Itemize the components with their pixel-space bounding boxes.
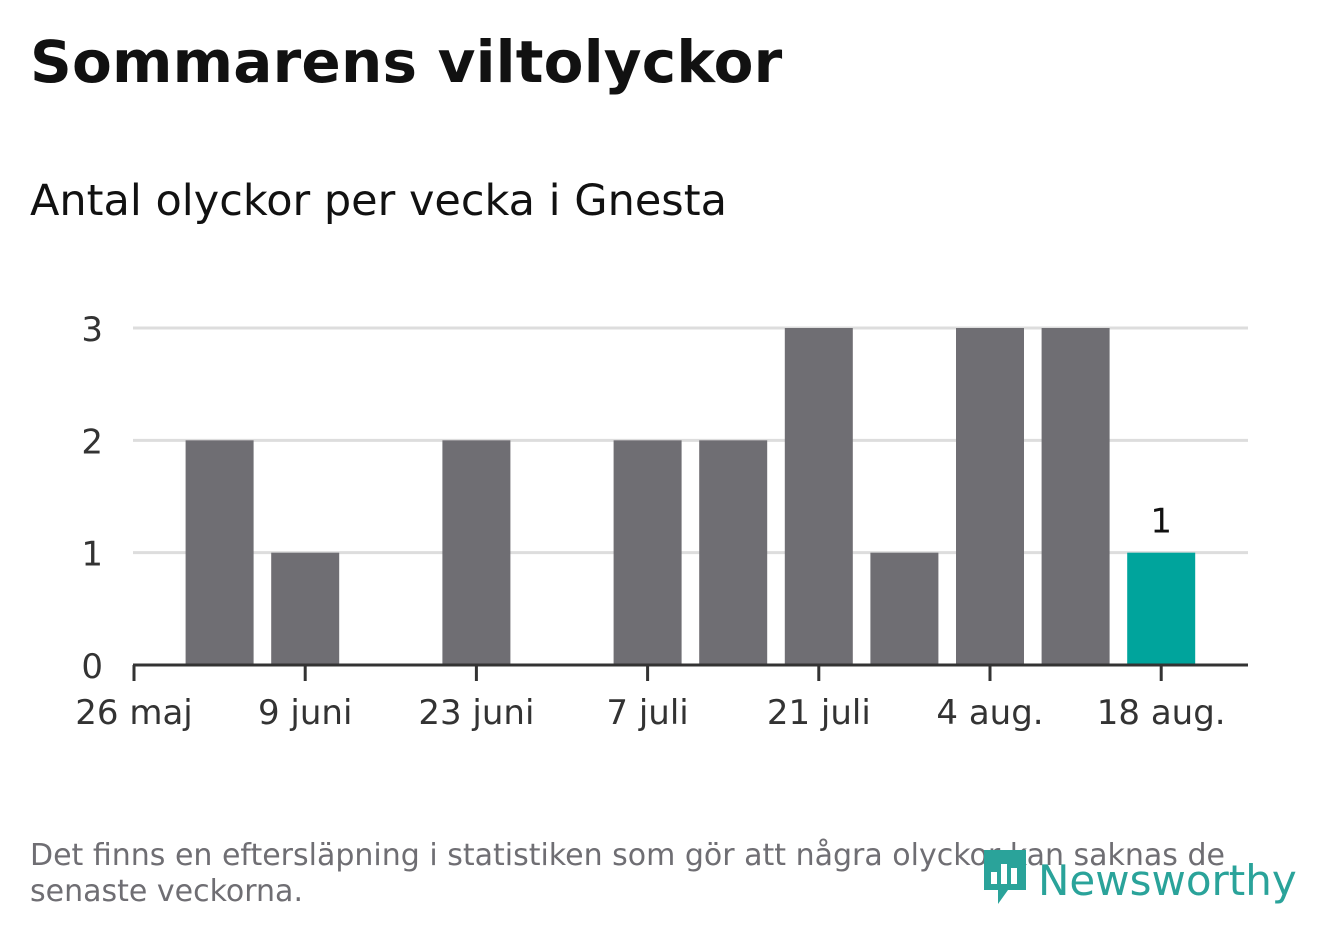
bar [271, 552, 340, 665]
y-tick-label: 1 [81, 535, 103, 575]
bar [185, 440, 254, 665]
bars [185, 328, 1196, 665]
chart-title: Sommarens viltolyckor [30, 28, 783, 96]
brand-name: Newsworthy [1038, 855, 1297, 905]
x-tick-label: 4 aug. [936, 693, 1043, 733]
y-tick-label: 3 [81, 310, 103, 350]
bar [613, 440, 682, 665]
y-tick-label: 2 [81, 422, 103, 462]
data-label: 1 [1150, 502, 1172, 542]
x-tick-label: 21 juli [767, 693, 871, 733]
x-axis [132, 663, 1248, 681]
x-tick-label: 26 maj [75, 693, 192, 733]
bar [699, 440, 768, 665]
bar [1041, 328, 1110, 665]
x-tick-label: 18 aug. [1097, 693, 1226, 733]
bar [442, 440, 511, 665]
bar-chart-speech-icon [980, 846, 1030, 914]
x-tick-label: 9 juni [258, 693, 352, 733]
y-tick-label: 0 [81, 647, 103, 687]
bar [784, 328, 853, 665]
bar [870, 552, 939, 665]
labels: 0 1 2 3 1 26 maj 9 juni 23 juni 7 juli 21 juli 4 a… [75, 310, 1225, 733]
newsworthy-logo: Newsworthy [980, 846, 1297, 914]
chart-subtitle: Antal olyckor per vecka i Gnesta [30, 176, 727, 226]
bar [956, 328, 1024, 665]
bar [1127, 552, 1196, 665]
x-tick-label: 7 juli [606, 693, 688, 733]
bar-chart: 0 1 2 3 1 26 maj 9 juni 23 juni 7 juli 21 juli 4 a… [75, 310, 1248, 733]
x-tick-label: 23 juni [418, 693, 534, 733]
